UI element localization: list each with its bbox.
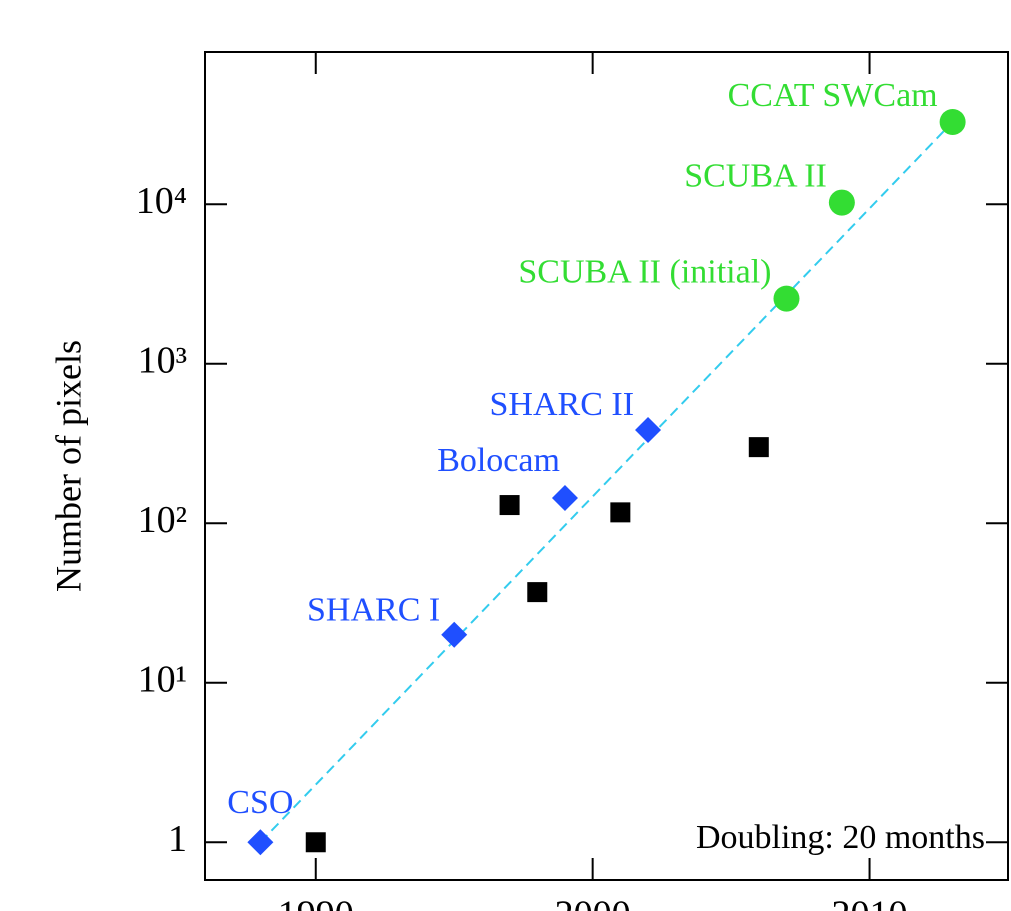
y-tick-label: 10² <box>138 499 187 541</box>
square-marker <box>527 582 548 603</box>
y-tick-label: 10³ <box>138 339 187 381</box>
point-label: SHARC I <box>307 592 440 629</box>
point-label: CSO <box>227 784 293 821</box>
square-marker <box>610 502 631 523</box>
point-label: SHARC II <box>490 386 635 423</box>
point-label: SCUBA II <box>684 157 827 194</box>
diamond-marker <box>441 621 468 648</box>
square-marker <box>748 437 769 458</box>
x-tick-label: 1990 <box>278 894 354 911</box>
square-marker <box>305 832 326 853</box>
diamond-marker <box>247 829 274 856</box>
point-label: CCAT SWCam <box>728 77 938 114</box>
point-label: SCUBA II (initial) <box>518 253 771 290</box>
fit-line <box>259 121 954 843</box>
y-axis-label: Number of pixels <box>48 340 88 592</box>
y-tick-label: 1 <box>168 818 187 860</box>
y-tick-label: 10¹ <box>138 658 187 700</box>
diamond-marker <box>635 417 662 444</box>
circle-marker <box>939 108 966 135</box>
y-tick-label: 10⁴ <box>136 180 187 222</box>
circle-marker <box>773 285 800 312</box>
diamond-marker <box>551 484 578 511</box>
circle-marker <box>828 189 855 216</box>
point-label: Bolocam <box>437 442 560 479</box>
square-marker <box>499 495 520 516</box>
annotation: Doubling: 20 months <box>696 819 985 856</box>
plot-frame <box>204 51 1009 881</box>
x-tick-label: 2010 <box>832 894 908 911</box>
x-tick-label: 2000 <box>555 894 631 911</box>
